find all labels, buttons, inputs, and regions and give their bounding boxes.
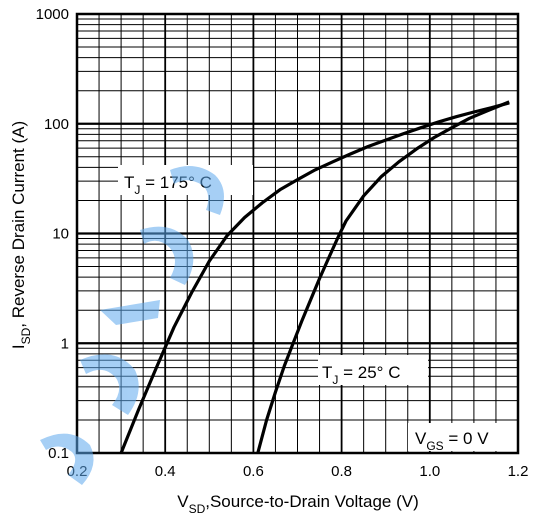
annotation-bg-25 <box>318 355 428 385</box>
y-tick-label: 100 <box>44 116 69 133</box>
x-axis-label: VSD,Source-to-Drain Voltage (V) <box>177 492 419 516</box>
x-tick-label: 0.6 <box>243 463 264 480</box>
x-tick-label: 0.2 <box>67 463 88 480</box>
series-line-tj-25 <box>256 100 510 454</box>
x-tick-label: 0.4 <box>155 463 176 480</box>
annotation-vgs: VGS = 0 V <box>415 429 489 453</box>
y-tick-label: 10 <box>52 226 69 243</box>
x-tick-label: 0.8 <box>331 463 352 480</box>
series-line-tj-175 <box>119 101 510 454</box>
y-tick-label: 1000 <box>36 6 69 23</box>
grid <box>77 14 518 453</box>
annotation-bg-vgs <box>408 423 515 451</box>
x-tick-label: 1.0 <box>419 463 440 480</box>
y-axis-label: ISD, Reverse Drain Current (A) <box>9 121 33 349</box>
annotation-tj-25: TJ = 25° C <box>322 363 400 387</box>
y-tick-label: 0.1 <box>48 445 69 462</box>
x-tick-label: 1.2 <box>508 463 529 480</box>
y-tick-label: 1 <box>61 335 69 352</box>
series-group <box>119 100 510 454</box>
tick-labels: 0.2 0.4 0.6 0.8 1.0 1.2 0.1 1 10 100 1000 <box>36 6 529 480</box>
plot-frame <box>75 12 520 455</box>
